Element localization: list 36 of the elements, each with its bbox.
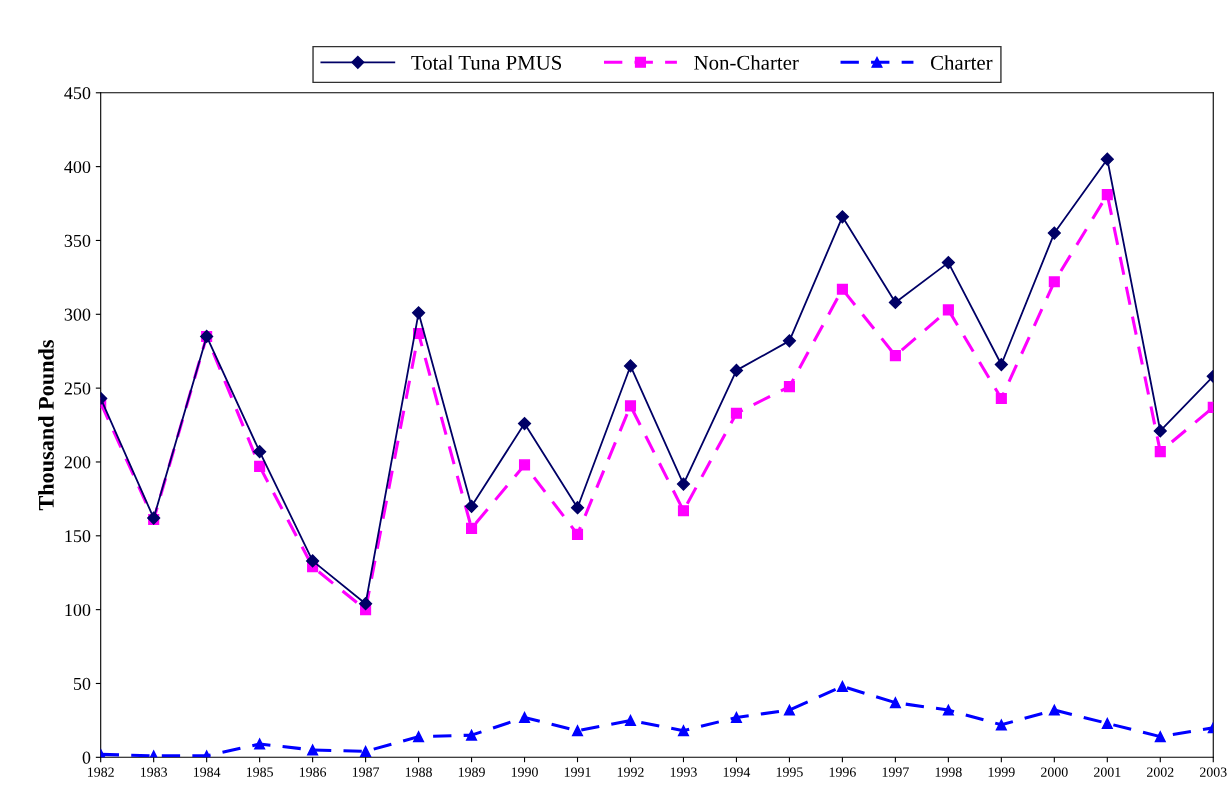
x-tick-label: 2000 bbox=[1041, 767, 1068, 777]
x-tick-label: 1983 bbox=[141, 767, 168, 777]
x-tick-label: 1988 bbox=[405, 767, 432, 777]
x-tick-label: 1990 bbox=[511, 767, 538, 777]
y-tick-label: 450 bbox=[64, 87, 91, 100]
y-tick-label: 350 bbox=[64, 234, 91, 247]
x-tick-label: 1987 bbox=[352, 767, 380, 777]
x-tick-label: 1985 bbox=[246, 767, 273, 777]
y-tick-label: 0 bbox=[82, 751, 91, 764]
legend-label: Non-Charter bbox=[694, 55, 799, 70]
x-tick-label: 1997 bbox=[882, 767, 909, 777]
y-tick-label: 200 bbox=[64, 456, 91, 469]
y-axis-title: Thousand Pounds bbox=[38, 340, 54, 511]
x-tick-label: 1984 bbox=[193, 767, 221, 777]
y-tick-label: 400 bbox=[64, 160, 91, 174]
x-tick-label: 1995 bbox=[776, 767, 803, 777]
x-tick-label: 2002 bbox=[1147, 767, 1174, 777]
x-tick-label: 1998 bbox=[935, 767, 962, 777]
x-tick-label: 1991 bbox=[564, 767, 591, 777]
y-tick-label: 300 bbox=[64, 308, 91, 321]
x-tick-label: 1999 bbox=[988, 767, 1015, 777]
legend-label: Charter bbox=[930, 55, 993, 70]
x-tick-label: 1982 bbox=[88, 767, 114, 777]
x-tick-label: 1996 bbox=[829, 767, 856, 777]
x-tick-label: 2001 bbox=[1094, 767, 1121, 777]
x-tick-label: 1993 bbox=[670, 767, 697, 777]
x-tick-label: 1986 bbox=[299, 767, 327, 777]
x-tick-label: 1989 bbox=[458, 767, 485, 777]
y-tick-label: 100 bbox=[65, 603, 91, 617]
y-tick-label: 250 bbox=[64, 382, 91, 395]
legend-label: Total Tuna PMUS bbox=[411, 55, 562, 70]
x-tick-label: 2003 bbox=[1199, 767, 1227, 777]
x-tick-label: 1994 bbox=[723, 767, 751, 777]
y-tick-label: 50 bbox=[73, 677, 91, 690]
x-tick-label: 1992 bbox=[617, 767, 644, 777]
y-tick-label: 150 bbox=[65, 530, 91, 543]
